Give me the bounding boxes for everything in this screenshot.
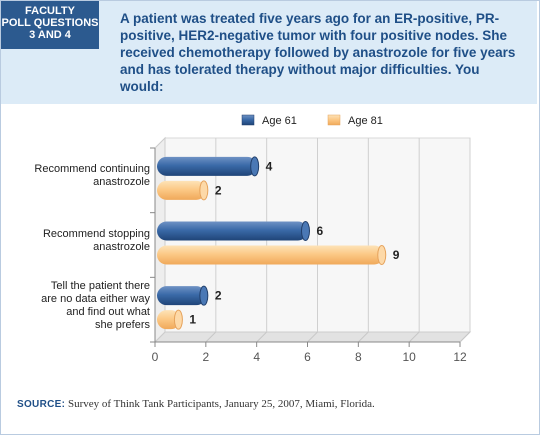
bar-end-cap — [173, 309, 183, 330]
bar-end-cap — [301, 221, 310, 241]
bar — [157, 221, 308, 241]
x-tick-label: 0 — [152, 350, 159, 364]
bar-value-label: 9 — [393, 248, 400, 262]
bar — [157, 245, 384, 265]
x-tick-label: 8 — [355, 350, 362, 364]
category-label-line: anastrozole — [93, 176, 150, 189]
category-label-line: Recommend continuing — [34, 163, 150, 176]
category-label-line: anastrozole — [93, 241, 150, 253]
bar-value-label: 6 — [317, 224, 324, 238]
faculty-poll-badge: FACULTY POLL QUESTIONS 3 AND 4 — [1, 1, 99, 49]
gridline-floor — [256, 331, 268, 343]
gridline-floor — [459, 331, 471, 343]
bar-value-label: 2 — [215, 183, 222, 197]
category-label: Recommend continuing anastrozole — [10, 163, 150, 189]
gridline-floor — [408, 331, 420, 343]
bar-value-label: 1 — [189, 313, 196, 327]
x-tick-label: 4 — [253, 350, 260, 364]
question-text: A patient was treated five years ago for… — [120, 11, 516, 94]
legend-label: Age 61 — [262, 115, 297, 127]
category-label-line: Tell the patient there — [50, 279, 150, 292]
bar-end-cap — [199, 180, 209, 201]
x-tick-label: 10 — [402, 350, 416, 364]
category-label-line: are no data either way — [41, 292, 150, 305]
bar-end-cap — [250, 156, 260, 177]
source-label: SOURCE: — [17, 399, 66, 410]
bar — [157, 156, 257, 176]
bar — [157, 180, 206, 200]
gridline-floor — [205, 331, 217, 343]
x-tick-label: 12 — [453, 350, 467, 364]
source-text: Survey of Think Tank Participants, Janua… — [67, 398, 375, 410]
x-tick-label: 6 — [304, 350, 311, 364]
bar-end-cap — [377, 245, 387, 265]
category-label: Recommend stopping anastrozole — [10, 228, 150, 254]
x-tick-label: 2 — [202, 350, 209, 364]
gridline-floor — [307, 331, 318, 343]
legend-label: Age 81 — [348, 115, 383, 127]
legend-swatch — [327, 114, 341, 126]
badge-line-3: 3 AND 4 — [29, 29, 71, 41]
source-note: SOURCE: Survey of Think Tank Participant… — [17, 398, 375, 410]
category-label: Tell the patient there are no data either… — [10, 280, 150, 332]
category-label-line: she prefers — [94, 318, 150, 331]
bar-value-label: 2 — [215, 289, 222, 303]
legend-swatch — [241, 114, 255, 126]
bar-end-cap — [199, 285, 209, 306]
bar — [157, 286, 206, 306]
category-label-line: Recommend stopping — [42, 228, 150, 240]
category-label-line: and find out what — [66, 305, 150, 318]
badge-line-1: FACULTY — [25, 5, 75, 17]
badge-line-2: POLL QUESTIONS — [1, 17, 99, 29]
gridline-floor — [357, 331, 369, 343]
bar-value-label: 4 — [266, 159, 273, 173]
